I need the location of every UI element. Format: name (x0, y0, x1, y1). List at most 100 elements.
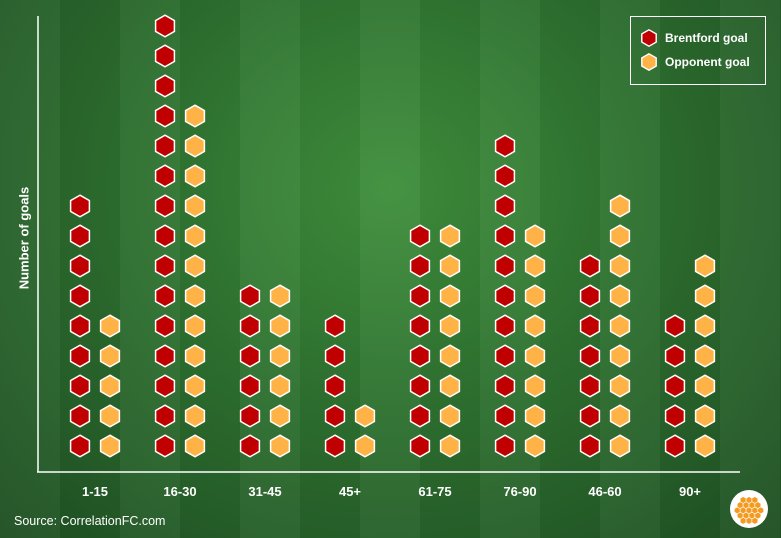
legend-swatch-opponent (641, 53, 657, 71)
opponent-goal-hex (184, 314, 206, 338)
opponent-goal-hex (439, 314, 461, 338)
opponent-goal-hex (524, 374, 546, 398)
opponent-goal-hex (609, 284, 631, 308)
opponent-goal-hex (439, 224, 461, 248)
brentford-goal-hex (154, 104, 176, 128)
brentford-goal-hex (69, 434, 91, 458)
opponent-goal-hex (354, 434, 376, 458)
opponent-goal-hex (269, 314, 291, 338)
brentford-goal-hex (324, 404, 346, 428)
brentford-goal-hex (579, 404, 601, 428)
brentford-goal-hex (494, 374, 516, 398)
opponent-goal-hex (524, 224, 546, 248)
opponent-goal-hex (609, 194, 631, 218)
brentford-goal-hex (409, 224, 431, 248)
opponent-goal-hex (524, 314, 546, 338)
opponent-goal-hex (99, 374, 121, 398)
brentford-goal-hex (494, 434, 516, 458)
brentford-goal-hex (69, 404, 91, 428)
brentford-goal-hex (154, 44, 176, 68)
opponent-goal-hex (184, 134, 206, 158)
opponent-goal-hex (524, 254, 546, 278)
opponent-goal-hex (269, 374, 291, 398)
opponent-goal-hex (99, 404, 121, 428)
brentford-goal-hex (494, 194, 516, 218)
opponent-goal-hex (609, 404, 631, 428)
brentford-goal-hex (239, 434, 261, 458)
opponent-goal-hex (439, 404, 461, 428)
opponent-goal-hex (184, 284, 206, 308)
opponent-goal-hex (694, 434, 716, 458)
logo-hex (751, 517, 759, 525)
correlationfc-logo (730, 490, 768, 528)
source-credit: Source: CorrelationFC.com (14, 514, 166, 528)
opponent-goal-hex (184, 224, 206, 248)
brentford-goal-hex (409, 314, 431, 338)
opponent-goal-hex (609, 374, 631, 398)
brentford-goal-hex (154, 404, 176, 428)
legend-swatch-brentford (641, 29, 657, 47)
brentford-goal-hex (154, 434, 176, 458)
opponent-goal-hex (184, 194, 206, 218)
legend-item-brentford: Brentford goal (641, 29, 748, 47)
brentford-goal-hex (69, 314, 91, 338)
brentford-goal-hex (409, 254, 431, 278)
brentford-goal-hex (664, 344, 686, 368)
brentford-goal-hex (239, 284, 261, 308)
opponent-goal-hex (439, 344, 461, 368)
brentford-goal-hex (154, 314, 176, 338)
brentford-goal-hex (579, 374, 601, 398)
brentford-goal-hex (69, 254, 91, 278)
brentford-goal-hex (239, 404, 261, 428)
x-tick-label: 90+ (679, 484, 701, 499)
brentford-goal-hex (69, 374, 91, 398)
opponent-goal-hex (439, 254, 461, 278)
legend-label-brentford: Brentford goal (665, 31, 748, 45)
brentford-goal-hex (494, 254, 516, 278)
brentford-goal-hex (579, 434, 601, 458)
x-tick-label: 31-45 (248, 484, 281, 499)
opponent-goal-hex (524, 434, 546, 458)
opponent-goal-hex (609, 434, 631, 458)
brentford-goal-hex (494, 284, 516, 308)
brentford-goal-hex (324, 344, 346, 368)
opponent-goal-hex (609, 344, 631, 368)
opponent-goal-hex (99, 344, 121, 368)
brentford-goal-hex (154, 374, 176, 398)
brentford-goal-hex (154, 134, 176, 158)
opponent-goal-hex (184, 104, 206, 128)
brentford-goal-hex (579, 254, 601, 278)
brentford-goal-hex (664, 404, 686, 428)
logo-hex (745, 517, 753, 525)
opponent-goal-hex (524, 344, 546, 368)
brentford-goal-hex (494, 404, 516, 428)
brentford-goal-hex (154, 254, 176, 278)
brentford-goal-hex (409, 374, 431, 398)
x-tick-label: 16-30 (163, 484, 196, 499)
brentford-goal-hex (324, 374, 346, 398)
opponent-goal-hex (269, 284, 291, 308)
opponent-goal-hex (269, 344, 291, 368)
brentford-goal-hex (494, 314, 516, 338)
brentford-goal-hex (154, 74, 176, 98)
brentford-goal-hex (494, 344, 516, 368)
brentford-goal-hex (409, 284, 431, 308)
opponent-goal-hex (694, 404, 716, 428)
y-axis-label: Number of goals (16, 186, 32, 290)
brentford-goal-hex (69, 224, 91, 248)
brentford-goal-hex (324, 314, 346, 338)
opponent-goal-hex (354, 404, 376, 428)
opponent-goal-hex (269, 434, 291, 458)
opponent-goal-hex (609, 254, 631, 278)
brentford-goal-hex (579, 314, 601, 338)
brentford-goal-hex (409, 434, 431, 458)
brentford-goal-hex (239, 374, 261, 398)
legend-label-opponent: Opponent goal (665, 55, 750, 69)
brentford-goal-hex (409, 344, 431, 368)
opponent-goal-hex (184, 164, 206, 188)
opponent-goal-hex (609, 224, 631, 248)
opponent-goal-hex (184, 344, 206, 368)
brentford-goal-hex (154, 224, 176, 248)
